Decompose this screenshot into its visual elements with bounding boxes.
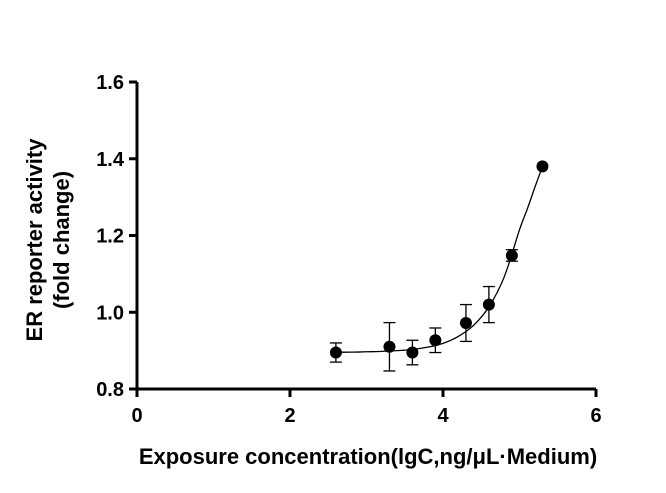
fit-curve bbox=[335, 166, 544, 353]
x-axis-title: Exposure concentration(lgC,ng/μL·Medium) bbox=[139, 444, 597, 469]
data-point bbox=[482, 298, 495, 311]
x-tick-label: 2 bbox=[284, 405, 295, 427]
y-tick-label: 0.8 bbox=[96, 379, 124, 401]
markers bbox=[329, 160, 549, 359]
data-point bbox=[459, 316, 472, 329]
plot-area bbox=[329, 160, 549, 372]
data-point bbox=[536, 160, 549, 173]
data-point bbox=[429, 334, 442, 347]
data-point bbox=[406, 346, 419, 359]
y-ticks: 0.8 1.0 1.2 1.4 1.6 bbox=[96, 72, 137, 401]
x-tick-label: 0 bbox=[131, 405, 142, 427]
y-axis-title-line-1: ER reporter activity bbox=[22, 138, 47, 342]
data-point bbox=[329, 346, 342, 359]
data-point bbox=[383, 340, 396, 353]
x-ticks: 0 2 4 6 bbox=[131, 389, 602, 427]
y-tick-label: 1.6 bbox=[96, 72, 124, 94]
y-axis-title: ER reporter activity (fold change) bbox=[22, 138, 74, 342]
y-tick-label: 1.4 bbox=[96, 149, 125, 171]
data-point bbox=[505, 249, 518, 262]
x-tick-label: 6 bbox=[590, 405, 601, 427]
y-axis-title-line-2: (fold change) bbox=[49, 171, 74, 309]
y-tick-label: 1.0 bbox=[96, 302, 124, 324]
y-tick-label: 1.2 bbox=[96, 226, 124, 248]
axes bbox=[135, 82, 596, 391]
x-tick-label: 4 bbox=[437, 405, 449, 427]
